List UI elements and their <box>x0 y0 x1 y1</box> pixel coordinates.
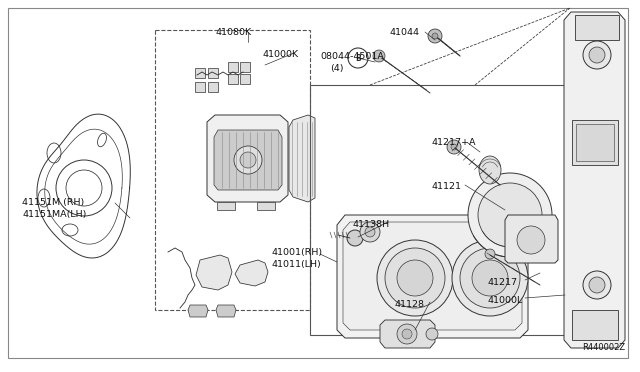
Text: 41001(RH): 41001(RH) <box>272 248 323 257</box>
Text: 41000L: 41000L <box>488 296 524 305</box>
Circle shape <box>589 47 605 63</box>
Bar <box>240 74 250 84</box>
Bar <box>217 202 235 210</box>
Bar <box>310 85 590 335</box>
Circle shape <box>472 260 508 296</box>
Circle shape <box>589 277 605 293</box>
Bar <box>195 68 205 78</box>
Text: B: B <box>355 54 361 62</box>
Text: 41217+A: 41217+A <box>432 138 477 147</box>
Polygon shape <box>289 115 315 202</box>
Bar <box>155 30 310 310</box>
Bar <box>228 62 238 72</box>
Bar <box>575 15 619 40</box>
Circle shape <box>373 50 385 62</box>
Text: 41138H: 41138H <box>353 220 390 229</box>
Circle shape <box>377 240 453 316</box>
Polygon shape <box>380 320 435 348</box>
Circle shape <box>583 271 611 299</box>
Circle shape <box>432 33 438 39</box>
Circle shape <box>240 152 256 168</box>
Polygon shape <box>216 305 236 317</box>
Bar <box>257 202 275 210</box>
Polygon shape <box>235 260 268 286</box>
Text: 41044: 41044 <box>390 28 420 37</box>
Circle shape <box>365 227 375 237</box>
Circle shape <box>428 29 442 43</box>
Circle shape <box>402 329 412 339</box>
Text: 41151M (RH): 41151M (RH) <box>22 198 84 207</box>
Text: (4): (4) <box>330 64 344 73</box>
Circle shape <box>460 248 520 308</box>
Circle shape <box>583 41 611 69</box>
Text: 41128: 41128 <box>395 300 425 309</box>
Polygon shape <box>188 305 208 317</box>
Polygon shape <box>505 215 558 263</box>
Text: R440002Z: R440002Z <box>582 343 625 352</box>
Bar <box>576 124 614 161</box>
Text: 08044-4501A: 08044-4501A <box>320 52 384 61</box>
Circle shape <box>468 173 552 257</box>
Polygon shape <box>196 255 232 290</box>
Bar <box>208 68 218 78</box>
Circle shape <box>397 324 417 344</box>
Circle shape <box>485 249 495 259</box>
Circle shape <box>360 222 380 242</box>
Text: 41121: 41121 <box>432 182 462 191</box>
Text: 41151MA(LH): 41151MA(LH) <box>22 210 86 219</box>
Text: 41217: 41217 <box>488 278 518 287</box>
Text: 41000K: 41000K <box>263 50 299 59</box>
Circle shape <box>397 260 433 296</box>
Ellipse shape <box>479 156 501 184</box>
Bar <box>240 62 250 72</box>
Bar <box>208 82 218 92</box>
Text: 41080K: 41080K <box>215 28 251 37</box>
Circle shape <box>234 146 262 174</box>
Bar <box>572 120 618 165</box>
Circle shape <box>478 183 542 247</box>
Circle shape <box>447 140 461 154</box>
Polygon shape <box>214 130 282 190</box>
Circle shape <box>452 240 528 316</box>
Circle shape <box>451 144 457 150</box>
Polygon shape <box>207 115 288 202</box>
Circle shape <box>347 230 363 246</box>
Text: 41011(LH): 41011(LH) <box>272 260 322 269</box>
Circle shape <box>385 248 445 308</box>
Circle shape <box>517 226 545 254</box>
Circle shape <box>426 328 438 340</box>
Bar <box>572 310 618 340</box>
Polygon shape <box>343 222 522 330</box>
Polygon shape <box>337 215 528 338</box>
Bar <box>228 74 238 84</box>
Polygon shape <box>564 12 625 348</box>
Bar <box>195 82 205 92</box>
